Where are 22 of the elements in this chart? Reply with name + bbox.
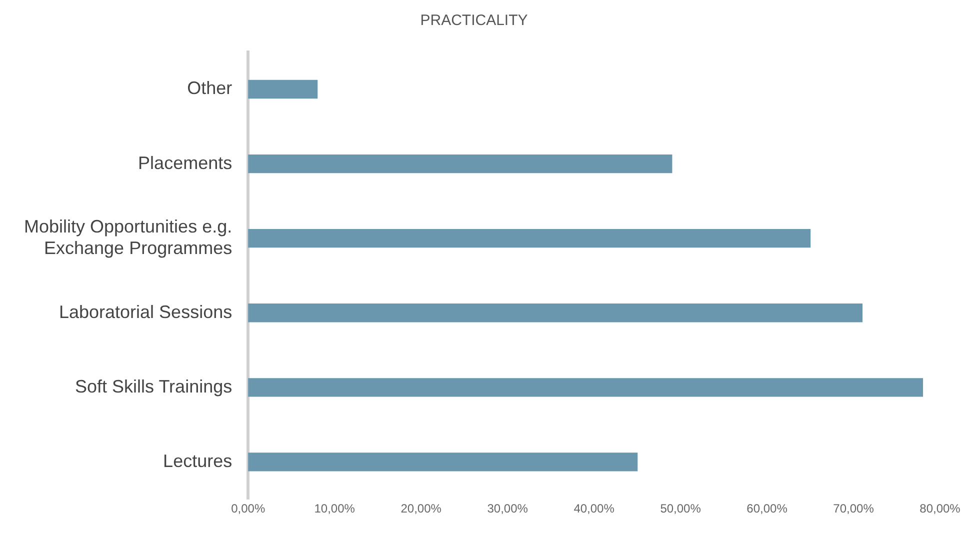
bar: [248, 378, 924, 397]
y-tick-label: Soft Skills Trainings: [75, 376, 232, 396]
x-tick-label: 30,00%: [487, 502, 528, 516]
y-tick-label: Other: [187, 78, 232, 98]
x-tick-label: 10,00%: [314, 502, 356, 516]
x-tick-label: 40,00%: [574, 502, 615, 516]
y-tick-label: Mobility Opportunities e.g. Exchange Programmes: [24, 216, 232, 258]
y-tick-label: Placements: [138, 152, 232, 173]
bar: [248, 154, 672, 174]
x-tick-label: 20,00%: [400, 502, 442, 516]
chart-title: PRACTICALITY: [420, 12, 528, 30]
bar: [248, 229, 811, 248]
x-tick-label: 0,00%: [231, 502, 266, 516]
bar: [248, 304, 862, 322]
y-tick-label: Laboratorial Sessions: [58, 302, 232, 322]
bar: [248, 80, 318, 99]
x-tick-label: 80,00%: [920, 502, 961, 516]
x-tick-label: 70,00%: [833, 502, 874, 516]
x-tick-label: 60,00%: [746, 502, 788, 516]
x-tick-label: 50,00%: [660, 502, 702, 516]
bar: [248, 452, 638, 472]
y-tick-label: Lectures: [163, 450, 232, 471]
